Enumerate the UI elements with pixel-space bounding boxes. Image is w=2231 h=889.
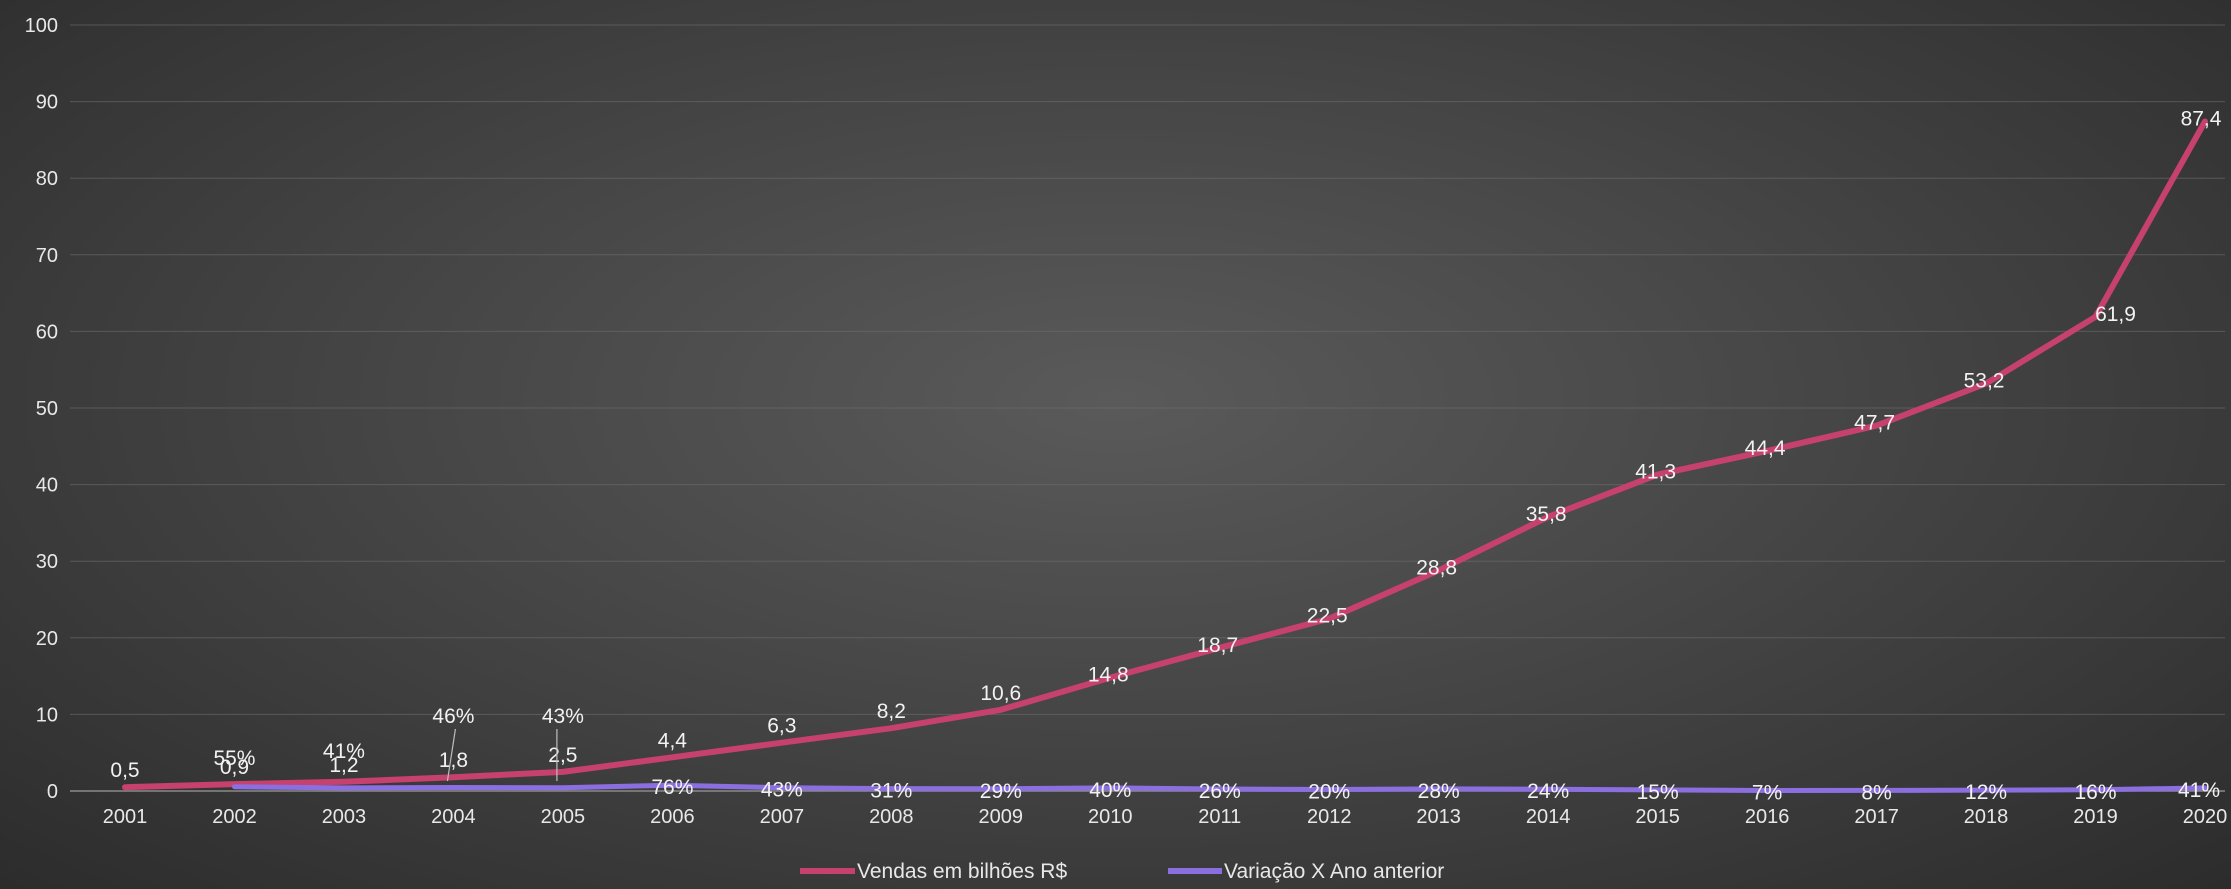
data-label-variacao: 31% [870, 780, 912, 803]
data-label-vendas: 22,5 [1307, 605, 1348, 628]
data-label-variacao: 8% [1861, 781, 1891, 804]
y-tick-label: 60 [36, 321, 58, 343]
x-tick-label: 2020 [2183, 806, 2228, 828]
x-tick-label: 2011 [1198, 806, 1241, 828]
data-label-variacao: 41% [323, 740, 365, 763]
data-label-vendas: 14,8 [1088, 664, 1129, 687]
x-tick-label: 2018 [1964, 806, 2009, 828]
data-label-variacao: 76% [651, 776, 693, 799]
series-line-vendas [122, 118, 2208, 791]
x-tick-label: 2012 [1307, 806, 1352, 828]
y-tick-label: 0 [47, 781, 58, 803]
y-tick-label: 90 [36, 92, 58, 114]
x-tick-label: 2014 [1526, 806, 1571, 828]
data-label-vendas: 4,4 [658, 729, 688, 752]
data-label-variacao: 46% [432, 705, 474, 728]
data-label-variacao: 7% [1752, 781, 1782, 804]
data-label-variacao: 20% [1308, 780, 1350, 803]
data-label-vendas: 1,8 [439, 749, 468, 772]
x-tick-label: 2017 [1854, 806, 1899, 828]
x-tick-label: 2001 [103, 806, 148, 828]
data-label-variacao: 24% [1527, 780, 1569, 803]
data-label-vendas: 87,4 [2181, 108, 2222, 131]
x-tick-label: 2019 [2073, 806, 2118, 828]
data-label-vendas: 35,8 [1526, 503, 1567, 526]
data-label-variacao: 40% [1089, 779, 1131, 802]
y-tick-label: 20 [36, 628, 58, 650]
x-tick-label: 2005 [541, 806, 586, 828]
data-label-variacao: 41% [2178, 779, 2220, 802]
x-tick-label: 2013 [1416, 806, 1461, 828]
x-tick-label: 2016 [1745, 806, 1790, 828]
data-label-vendas: 44,4 [1745, 437, 1786, 460]
x-tick-label: 2003 [322, 806, 367, 828]
data-label-vendas: 53,2 [1964, 369, 2005, 392]
data-label-vendas: 0,9 [220, 756, 249, 779]
data-label-vendas: 41,3 [1635, 461, 1676, 484]
x-tick-label: 2006 [650, 806, 695, 828]
data-label-variacao: 26% [1199, 780, 1241, 803]
data-label-vendas: 8,2 [877, 700, 906, 723]
data-label-variacao: 43% [761, 779, 803, 802]
y-tick-label: 70 [36, 245, 58, 267]
data-label-variacao: 16% [2075, 781, 2117, 804]
data-label-vendas: 6,3 [767, 715, 796, 738]
y-tick-label: 100 [25, 15, 58, 37]
x-tick-label: 2004 [431, 806, 476, 828]
x-tick-label: 2007 [760, 806, 805, 828]
data-label-vendas: 0,5 [110, 759, 139, 782]
y-tick-label: 80 [36, 168, 58, 190]
data-label-vendas: 1,2 [329, 754, 358, 777]
x-tick-label: 2008 [869, 806, 914, 828]
x-tick-label: 2002 [212, 806, 257, 828]
data-label-vendas: 10,6 [980, 682, 1021, 705]
data-label-variacao: 29% [980, 780, 1022, 803]
data-label-variacao: 55% [213, 747, 255, 770]
x-tick-label: 2009 [979, 806, 1024, 828]
series-line-variacao [232, 782, 2208, 793]
y-tick-label: 40 [36, 475, 58, 497]
data-label-vendas: 18,7 [1197, 634, 1238, 657]
data-label-variacao: 12% [1965, 781, 2007, 804]
label-leader-line [446, 728, 457, 782]
x-tick-label: 2010 [1088, 806, 1133, 828]
y-tick-label: 50 [36, 398, 58, 420]
data-label-variacao: 43% [542, 705, 584, 728]
data-label-vendas: 47,7 [1854, 412, 1895, 435]
legend-label-vendas: Vendas em bilhões R$ [857, 860, 1067, 883]
data-label-vendas: 61,9 [2095, 303, 2136, 326]
x-tick-label: 2015 [1635, 806, 1680, 828]
data-label-vendas: 2,5 [548, 744, 577, 767]
data-label-variacao: 15% [1637, 781, 1679, 804]
y-tick-label: 30 [36, 551, 58, 573]
y-tick-label: 10 [36, 704, 58, 726]
data-label-variacao: 28% [1418, 780, 1460, 803]
data-label-vendas: 28,8 [1416, 556, 1457, 579]
legend-label-variacao: Variação X Ano anterior [1224, 860, 1444, 883]
